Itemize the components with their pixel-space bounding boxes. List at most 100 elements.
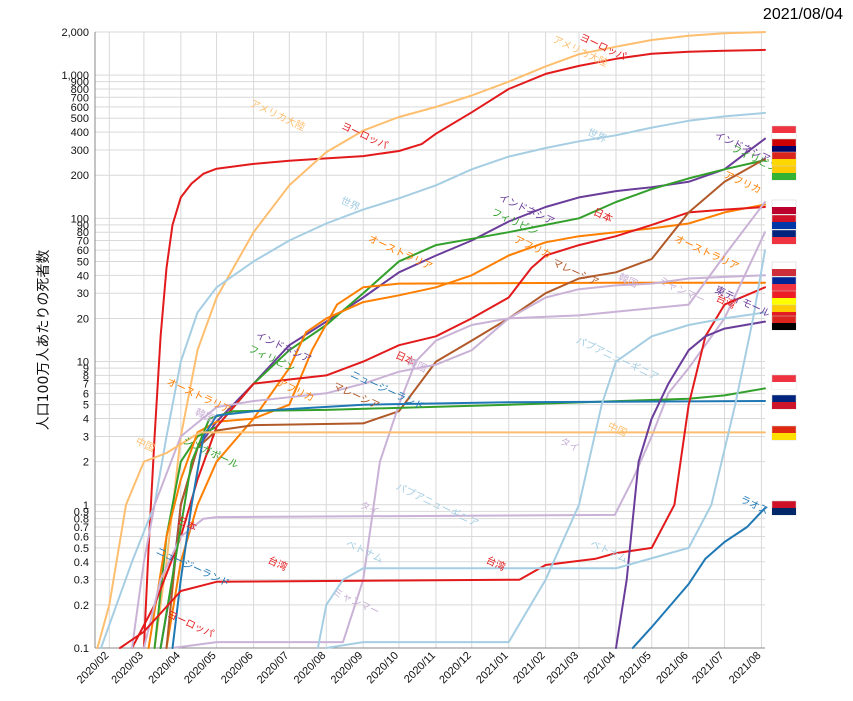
flag-icon (772, 298, 796, 305)
x-tick-label: 2020/10 (365, 650, 402, 687)
flag-icon (772, 173, 796, 180)
grid-layer (95, 31, 765, 649)
flag-icon (772, 323, 796, 330)
y-tick-label: 800 (71, 84, 89, 96)
flag-icon (772, 133, 796, 140)
y-tick-label: 80 (77, 227, 89, 239)
series-label: 韓国 (405, 356, 428, 375)
x-tick-label: 2020/06 (219, 650, 256, 687)
y-tick-label: 0.8 (74, 514, 89, 526)
series-label: アフリカ (512, 233, 553, 261)
series-line (316, 249, 766, 649)
series-line (96, 431, 766, 649)
y-tick-label: 300 (71, 145, 89, 157)
y-tick-label: 600 (71, 102, 89, 114)
y-tick-label: 8 (83, 370, 89, 382)
flag-icon (772, 159, 796, 166)
x-tick-label: 2020/05 (182, 650, 219, 687)
flag-icon (772, 269, 796, 276)
series-label: オーストラリア (366, 233, 434, 273)
y-tick-label: 90 (77, 220, 89, 232)
y-tick-label: 60 (77, 245, 89, 257)
x-tick-label: 2020/04 (146, 650, 183, 687)
series-label: ヨーロッパ (339, 120, 389, 152)
y-tick-label: 40 (77, 270, 89, 282)
y-tick-label: 5 (83, 400, 89, 412)
series-label: 台湾 (266, 553, 290, 573)
series-line (100, 111, 766, 649)
series-line (131, 206, 766, 649)
flag-icon (772, 382, 796, 389)
y-tick-label: 2 (83, 457, 89, 469)
x-tick-label: 2021/08 (727, 650, 764, 687)
date-stamp: 2021/08/04 (762, 6, 843, 23)
series-label: 韓国 (616, 271, 639, 290)
series-line (147, 281, 766, 649)
series-label: ミャンマー (331, 587, 381, 618)
series-line (119, 286, 766, 649)
y-tick-label: 400 (71, 127, 89, 139)
series-line (165, 157, 766, 649)
y-tick-label: 1 (83, 500, 89, 512)
y-tick-label: 2,000 (61, 27, 89, 39)
x-tick-label: 2021/05 (617, 650, 654, 687)
x-tick-label: 2021/06 (654, 650, 691, 687)
flag-icon (772, 402, 796, 409)
y-tick-label: 700 (71, 92, 89, 104)
y-tick-label: 4 (83, 414, 89, 426)
series-line (171, 400, 766, 649)
y-tick-label: 200 (71, 170, 89, 182)
x-tick-label: 2021/01 (474, 650, 511, 687)
y-tick-label: 50 (77, 256, 89, 268)
series-line (153, 159, 766, 649)
flag-icon (772, 237, 796, 244)
x-tick-label: 2021/04 (581, 650, 618, 687)
y-tick-label: 100 (71, 213, 89, 225)
series-line (325, 311, 766, 649)
series-label: アフリカ (722, 169, 763, 197)
series-label: ヨーロッパ (165, 608, 215, 640)
flag-icon (772, 312, 796, 319)
series-layer (96, 31, 766, 649)
y-tick-label: 0.9 (74, 506, 89, 518)
y-tick-label: 0.3 (74, 575, 89, 587)
y-tick-label: 30 (77, 288, 89, 300)
y-tick-label: 1,000 (61, 70, 89, 82)
series-label: 世界 (585, 126, 608, 145)
flag-icon (772, 433, 796, 440)
x-tick-label: 2021/02 (511, 650, 548, 687)
x-tick-label: 2020/08 (292, 650, 329, 687)
series-line (142, 231, 766, 649)
y-tick-label: 9 (83, 363, 89, 375)
y-tick-label: 10 (77, 357, 89, 369)
y-tick-label: 0.4 (74, 557, 89, 569)
y-tick-label: 0.5 (74, 543, 89, 555)
flag-icon (772, 146, 796, 153)
flag-icon (772, 222, 796, 229)
series-label: アメリカ大陸 (248, 97, 307, 134)
y-tick-label: 7 (83, 379, 89, 391)
y-tick-label: 0.6 (74, 532, 89, 544)
y-axis-title: 人口100万人あたりの死者数 (36, 250, 52, 431)
x-tick-label: 2020/09 (329, 650, 366, 687)
x-tick-label: 2020/07 (255, 650, 292, 687)
series-line (153, 31, 766, 649)
series-label: ラオス (738, 493, 770, 517)
y-tick-label: 20 (77, 313, 89, 325)
y-tick-label: 6 (83, 388, 89, 400)
x-tick-label: 2020/11 (402, 650, 438, 686)
y-tick-label: 900 (71, 77, 89, 89)
series-label: タイ (558, 435, 581, 454)
series-line (615, 320, 766, 649)
y-tick-label: 0.7 (74, 522, 89, 534)
x-tick-label: 2021/07 (690, 650, 727, 687)
flag-icon (772, 207, 796, 214)
flag-icon (772, 508, 796, 515)
series-line (165, 203, 766, 649)
flag-icon (772, 284, 796, 291)
y-tick-label: 500 (71, 113, 89, 125)
x-tick-label: 2020/03 (109, 650, 146, 687)
y-tick-label: 70 (77, 236, 89, 248)
y-tick-label: 3 (83, 431, 89, 443)
